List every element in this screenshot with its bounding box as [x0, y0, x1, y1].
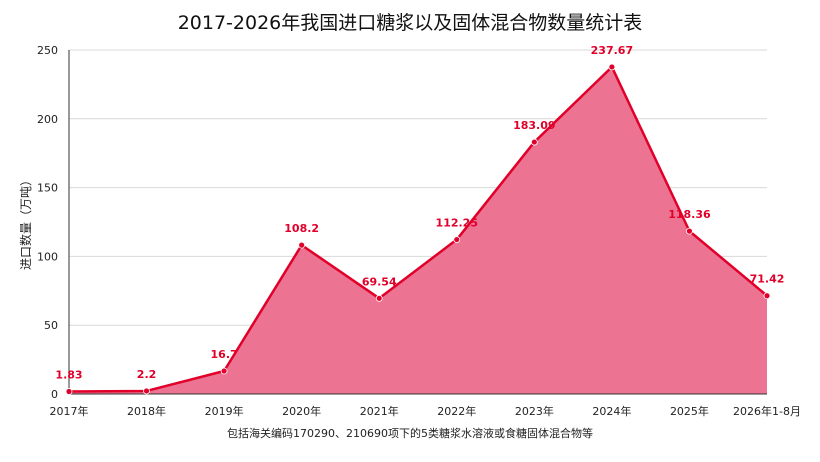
- y-axis-title: 进口数量（万吨）: [18, 174, 33, 270]
- data-label-0: 1.83: [55, 368, 82, 381]
- data-point-7: [608, 63, 616, 71]
- data-label-2: 16.7: [211, 348, 238, 361]
- x-tick-label-2: 2019年: [205, 404, 244, 418]
- data-label-3: 108.2: [284, 222, 319, 235]
- data-label-1: 2.2: [137, 368, 157, 381]
- x-tick-label-0: 2017年: [50, 404, 89, 418]
- data-label-9: 71.42: [750, 273, 785, 286]
- data-point-6: [530, 138, 538, 146]
- y-tick-label-0: 0: [51, 388, 58, 401]
- data-label-7: 237.67: [591, 44, 633, 57]
- x-tick-label-6: 2023年: [515, 404, 554, 418]
- data-label-6: 183.09: [513, 119, 555, 132]
- series-line: [68, 65, 768, 393]
- data-label-4: 69.54: [362, 275, 397, 288]
- x-tick-label-1: 2018年: [127, 404, 166, 418]
- chart-title: 2017-2026年我国进口糖浆以及固体混合物数量统计表: [177, 12, 643, 34]
- data-point-1: [143, 387, 150, 395]
- data-point-4: [375, 294, 383, 302]
- y-tick-label-2: 100: [37, 250, 58, 263]
- x-tick-label-8: 2025年: [670, 404, 709, 418]
- data-point-5: [453, 236, 461, 243]
- data-point-3: [298, 241, 306, 249]
- data-point-2: [220, 367, 228, 375]
- area-fill: [69, 66, 767, 395]
- data-point-9: [763, 292, 771, 300]
- x-tick-label-7: 2024年: [592, 404, 631, 418]
- x-tick-label-5: 2022年: [437, 404, 476, 418]
- data-point-8: [686, 227, 693, 235]
- y-tick-label-4: 200: [37, 113, 58, 126]
- data-point-0: [65, 388, 73, 395]
- y-tick-label-3: 150: [37, 182, 58, 195]
- data-label-5: 112.25: [436, 217, 478, 230]
- x-tick-label-4: 2021年: [360, 404, 399, 418]
- data-label-8: 118.36: [668, 208, 711, 221]
- chart-footnote: 包括海关编码170290、210690项下的5类糖浆水溶液或食糖固体混合物等: [227, 427, 593, 440]
- y-tick-label-1: 50: [44, 319, 58, 332]
- x-tick-label-3: 2020年: [282, 404, 321, 418]
- y-tick-label-5: 250: [37, 44, 58, 57]
- x-tick-label-9: 2026年1-8月: [733, 404, 801, 418]
